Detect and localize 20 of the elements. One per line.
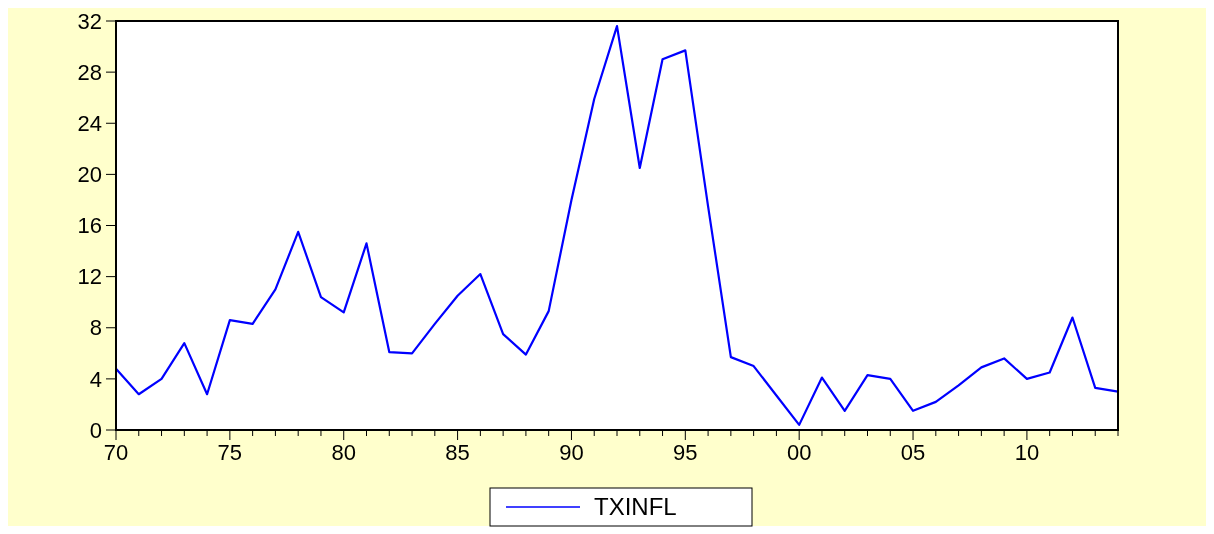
x-tick-label: 80 [331,440,356,465]
y-tick-label: 28 [77,59,102,85]
x-tick-label: 75 [217,440,243,465]
y-tick-label: 8 [89,315,102,341]
y-tick-label: 32 [77,8,102,34]
y-tick-label: 24 [77,110,102,136]
y-tick-label: 20 [77,162,102,188]
line-series [114,25,1120,426]
y-tick-label: 16 [77,213,102,239]
x-tick-label: 00 [786,440,812,465]
y-tick-label: 4 [89,366,102,392]
y-tick-label: 12 [77,264,102,290]
y-tick-label: 0 [89,417,102,443]
x-tick-label: 05 [900,440,926,465]
x-tick-label: 10 [1014,440,1040,465]
x-tick-label: 95 [673,440,698,465]
x-tick-label: 90 [559,440,584,465]
x-tick-label: 85 [445,440,470,465]
legend-label: TXINFL [594,493,677,521]
x-tick-label: 70 [103,440,129,465]
